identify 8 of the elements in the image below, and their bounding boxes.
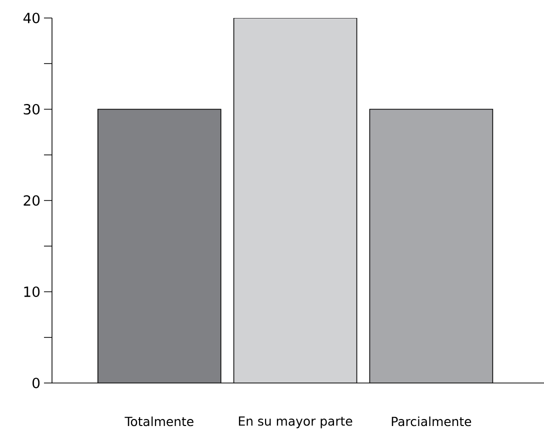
x-tick-label: Parcialmente xyxy=(392,416,472,426)
y-tick-label: 20 xyxy=(24,195,40,206)
y-tick-label: 10 xyxy=(24,286,40,298)
y-tick-label: 0 xyxy=(32,378,40,388)
x-tick-label: En su mayor parte xyxy=(238,416,352,428)
y-tick-label: 30 xyxy=(24,104,40,115)
x-tick-label: Totalmente xyxy=(124,416,194,426)
y-tick-label: 40 xyxy=(23,12,40,24)
